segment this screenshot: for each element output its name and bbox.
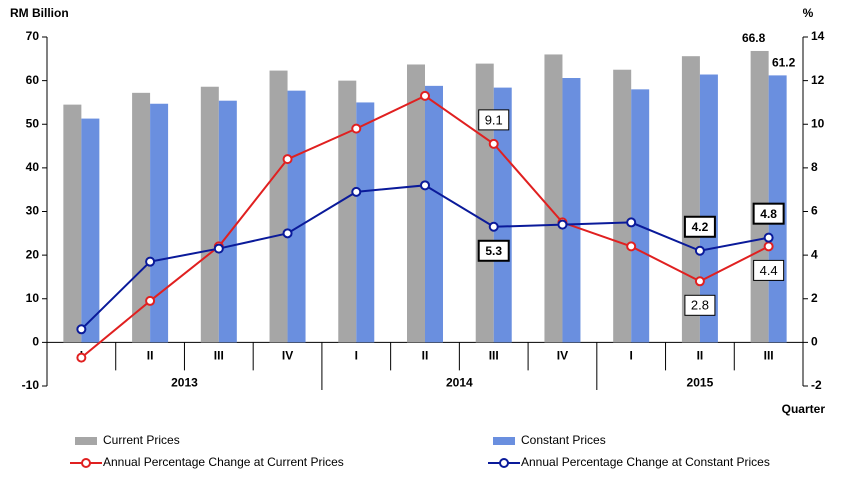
bar <box>493 87 512 343</box>
legend-swatch <box>493 437 515 445</box>
legend-swatch <box>499 458 509 468</box>
bar <box>63 104 82 343</box>
y2-tick-label: 4 <box>811 247 818 261</box>
y2-tick-label: 2 <box>811 291 818 305</box>
line-point <box>282 154 293 165</box>
bar-value-label: 66.8 <box>742 31 766 45</box>
line-point <box>488 221 499 232</box>
line-point <box>694 276 705 287</box>
x-tick-label: I <box>630 349 633 363</box>
y2-tick-label: 6 <box>811 204 818 218</box>
group-label: 2015 <box>687 376 714 390</box>
y-tick-label: 50 <box>26 116 40 130</box>
bar <box>407 64 425 343</box>
x-tick-label: II <box>697 349 704 363</box>
bar <box>132 92 151 343</box>
y2-tick-label: -2 <box>811 378 822 392</box>
group-label: 2013 <box>171 376 198 390</box>
y-tick-label: 0 <box>32 335 39 349</box>
y-tick-label: -10 <box>22 378 40 392</box>
x-tick-label: III <box>764 349 774 363</box>
bar <box>269 70 288 343</box>
line-value-label: 4.4 <box>760 263 778 278</box>
line-point <box>420 90 430 101</box>
y-tick-label: 20 <box>26 247 40 261</box>
line-value-label: 2.8 <box>691 298 709 313</box>
bar <box>425 85 443 343</box>
y-tick-label: 30 <box>26 204 40 218</box>
y2-tick-label: 0 <box>811 335 818 349</box>
bar <box>81 118 100 343</box>
bar <box>562 78 581 343</box>
bar <box>631 89 650 343</box>
bar <box>218 100 237 343</box>
line-point <box>351 186 362 197</box>
bar <box>150 103 169 343</box>
x-tick-label: II <box>147 349 154 363</box>
line-point <box>420 180 430 191</box>
y-tick-label: 60 <box>26 73 40 87</box>
line-value-label: 5.3 <box>485 244 502 258</box>
line-value-label: 4.2 <box>692 220 709 234</box>
line-point <box>213 243 224 254</box>
line-point <box>626 217 637 228</box>
line-point <box>763 241 774 252</box>
label-box <box>683 215 716 238</box>
label-box <box>752 202 785 225</box>
label-box <box>477 239 510 262</box>
bar <box>356 102 375 343</box>
line-point <box>76 352 87 363</box>
bar <box>475 63 494 343</box>
bar <box>750 50 769 343</box>
y2-tick-label: 10 <box>811 116 825 130</box>
line-value-label: 4.8 <box>760 207 777 221</box>
bar <box>338 80 357 343</box>
legend-label: Annual Percentage Change at Constant Pri… <box>521 455 770 469</box>
bar <box>287 90 306 343</box>
legend-label: Constant Prices <box>521 433 606 447</box>
bar <box>681 56 700 343</box>
line-point <box>488 138 499 149</box>
y-tick-label: 10 <box>26 291 40 305</box>
x-axis-title: Quarter <box>782 402 826 416</box>
bar-value-label: 61.2 <box>772 56 796 70</box>
line-point <box>145 256 156 267</box>
group-label: 2014 <box>446 376 473 390</box>
bar <box>544 54 563 343</box>
x-tick-label: III <box>214 349 224 363</box>
line-point <box>351 123 362 134</box>
legend-label: Annual Percentage Change at Current Pric… <box>103 455 344 469</box>
y-axis-title: RM Billion <box>10 6 69 20</box>
y2-axis-title: % <box>803 6 814 20</box>
legend-label: Current Prices <box>103 433 180 447</box>
line-point <box>557 219 568 230</box>
x-tick-label: II <box>422 349 429 363</box>
line-point <box>76 324 87 335</box>
line-point <box>282 228 293 239</box>
label-box <box>478 109 510 131</box>
legend-swatch <box>81 458 91 468</box>
x-tick-label: III <box>489 349 499 363</box>
label-box <box>684 294 716 316</box>
y2-tick-label: 12 <box>811 73 825 87</box>
line-point <box>694 245 705 256</box>
x-tick-label: IV <box>557 349 568 363</box>
bar <box>200 86 219 343</box>
label-box <box>753 259 785 281</box>
legend-swatch <box>75 437 97 445</box>
line-point <box>763 232 774 243</box>
y-tick-label: 70 <box>26 29 40 43</box>
y-tick-label: 40 <box>26 160 40 174</box>
y2-tick-label: 8 <box>811 160 818 174</box>
y2-tick-label: 14 <box>811 29 825 43</box>
bar <box>613 69 632 343</box>
line-value-label: 9.1 <box>485 112 503 127</box>
x-tick-label: IV <box>282 349 293 363</box>
x-tick-label: I <box>355 349 358 363</box>
line-point <box>145 295 156 306</box>
line-point <box>626 241 637 252</box>
